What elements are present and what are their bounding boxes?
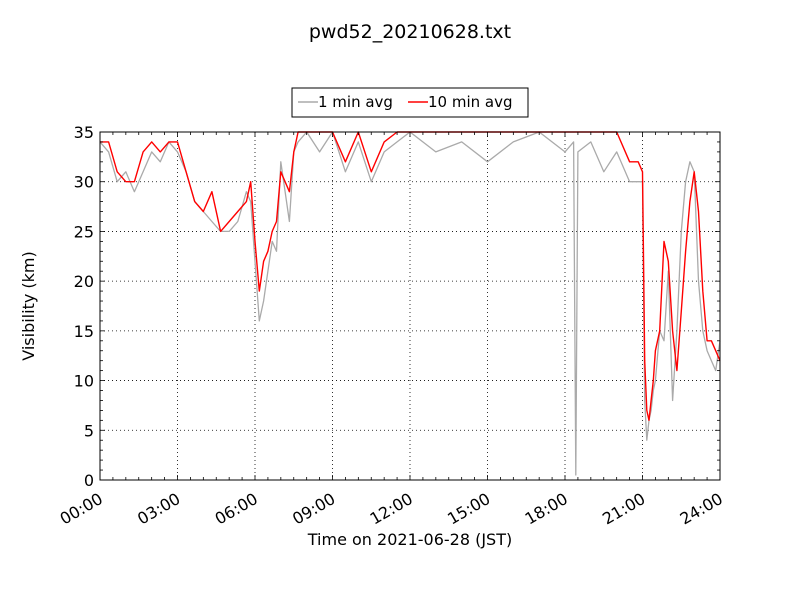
y-tick-label: 15	[74, 322, 94, 341]
x-tick-label: 12:00	[367, 489, 416, 529]
x-tick-label: 03:00	[134, 489, 183, 529]
legend-label-10min: 10 min avg	[428, 93, 513, 111]
legend-label-1min: 1 min avg	[318, 93, 393, 111]
x-tick-label: 24:00	[677, 489, 726, 529]
series-layer	[99, 131, 721, 476]
x-tick-label: 15:00	[444, 489, 493, 529]
legend: 1 min avg 10 min avg	[291, 87, 529, 118]
x-tick-label: 18:00	[522, 489, 571, 529]
y-axis-title: Visibility (km)	[19, 251, 38, 360]
x-axis-title: Time on 2021-06-28 (JST)	[307, 530, 512, 549]
y-tick-label: 0	[84, 471, 94, 490]
chart-title: pwd52_20210628.txt	[309, 21, 511, 43]
y-tick-label: 5	[84, 421, 94, 440]
y-tick-label: 20	[74, 272, 94, 291]
x-tick-label: 00:00	[57, 489, 106, 529]
series-line-1	[100, 131, 721, 421]
x-tick-label: 09:00	[289, 489, 338, 529]
ticks: 00:00 03:00 06:00 09:00 12:00 15:00 18:00 21:00…	[57, 123, 726, 529]
y-tick-label: 25	[74, 222, 94, 241]
y-tick-label: 35	[74, 123, 94, 142]
grid	[100, 132, 720, 480]
x-tick-label: 06:00	[212, 489, 261, 529]
y-tick-label: 30	[74, 173, 94, 192]
y-tick-label: 10	[74, 372, 94, 391]
series-line-0	[99, 131, 721, 476]
x-tick-label: 21:00	[599, 489, 648, 529]
